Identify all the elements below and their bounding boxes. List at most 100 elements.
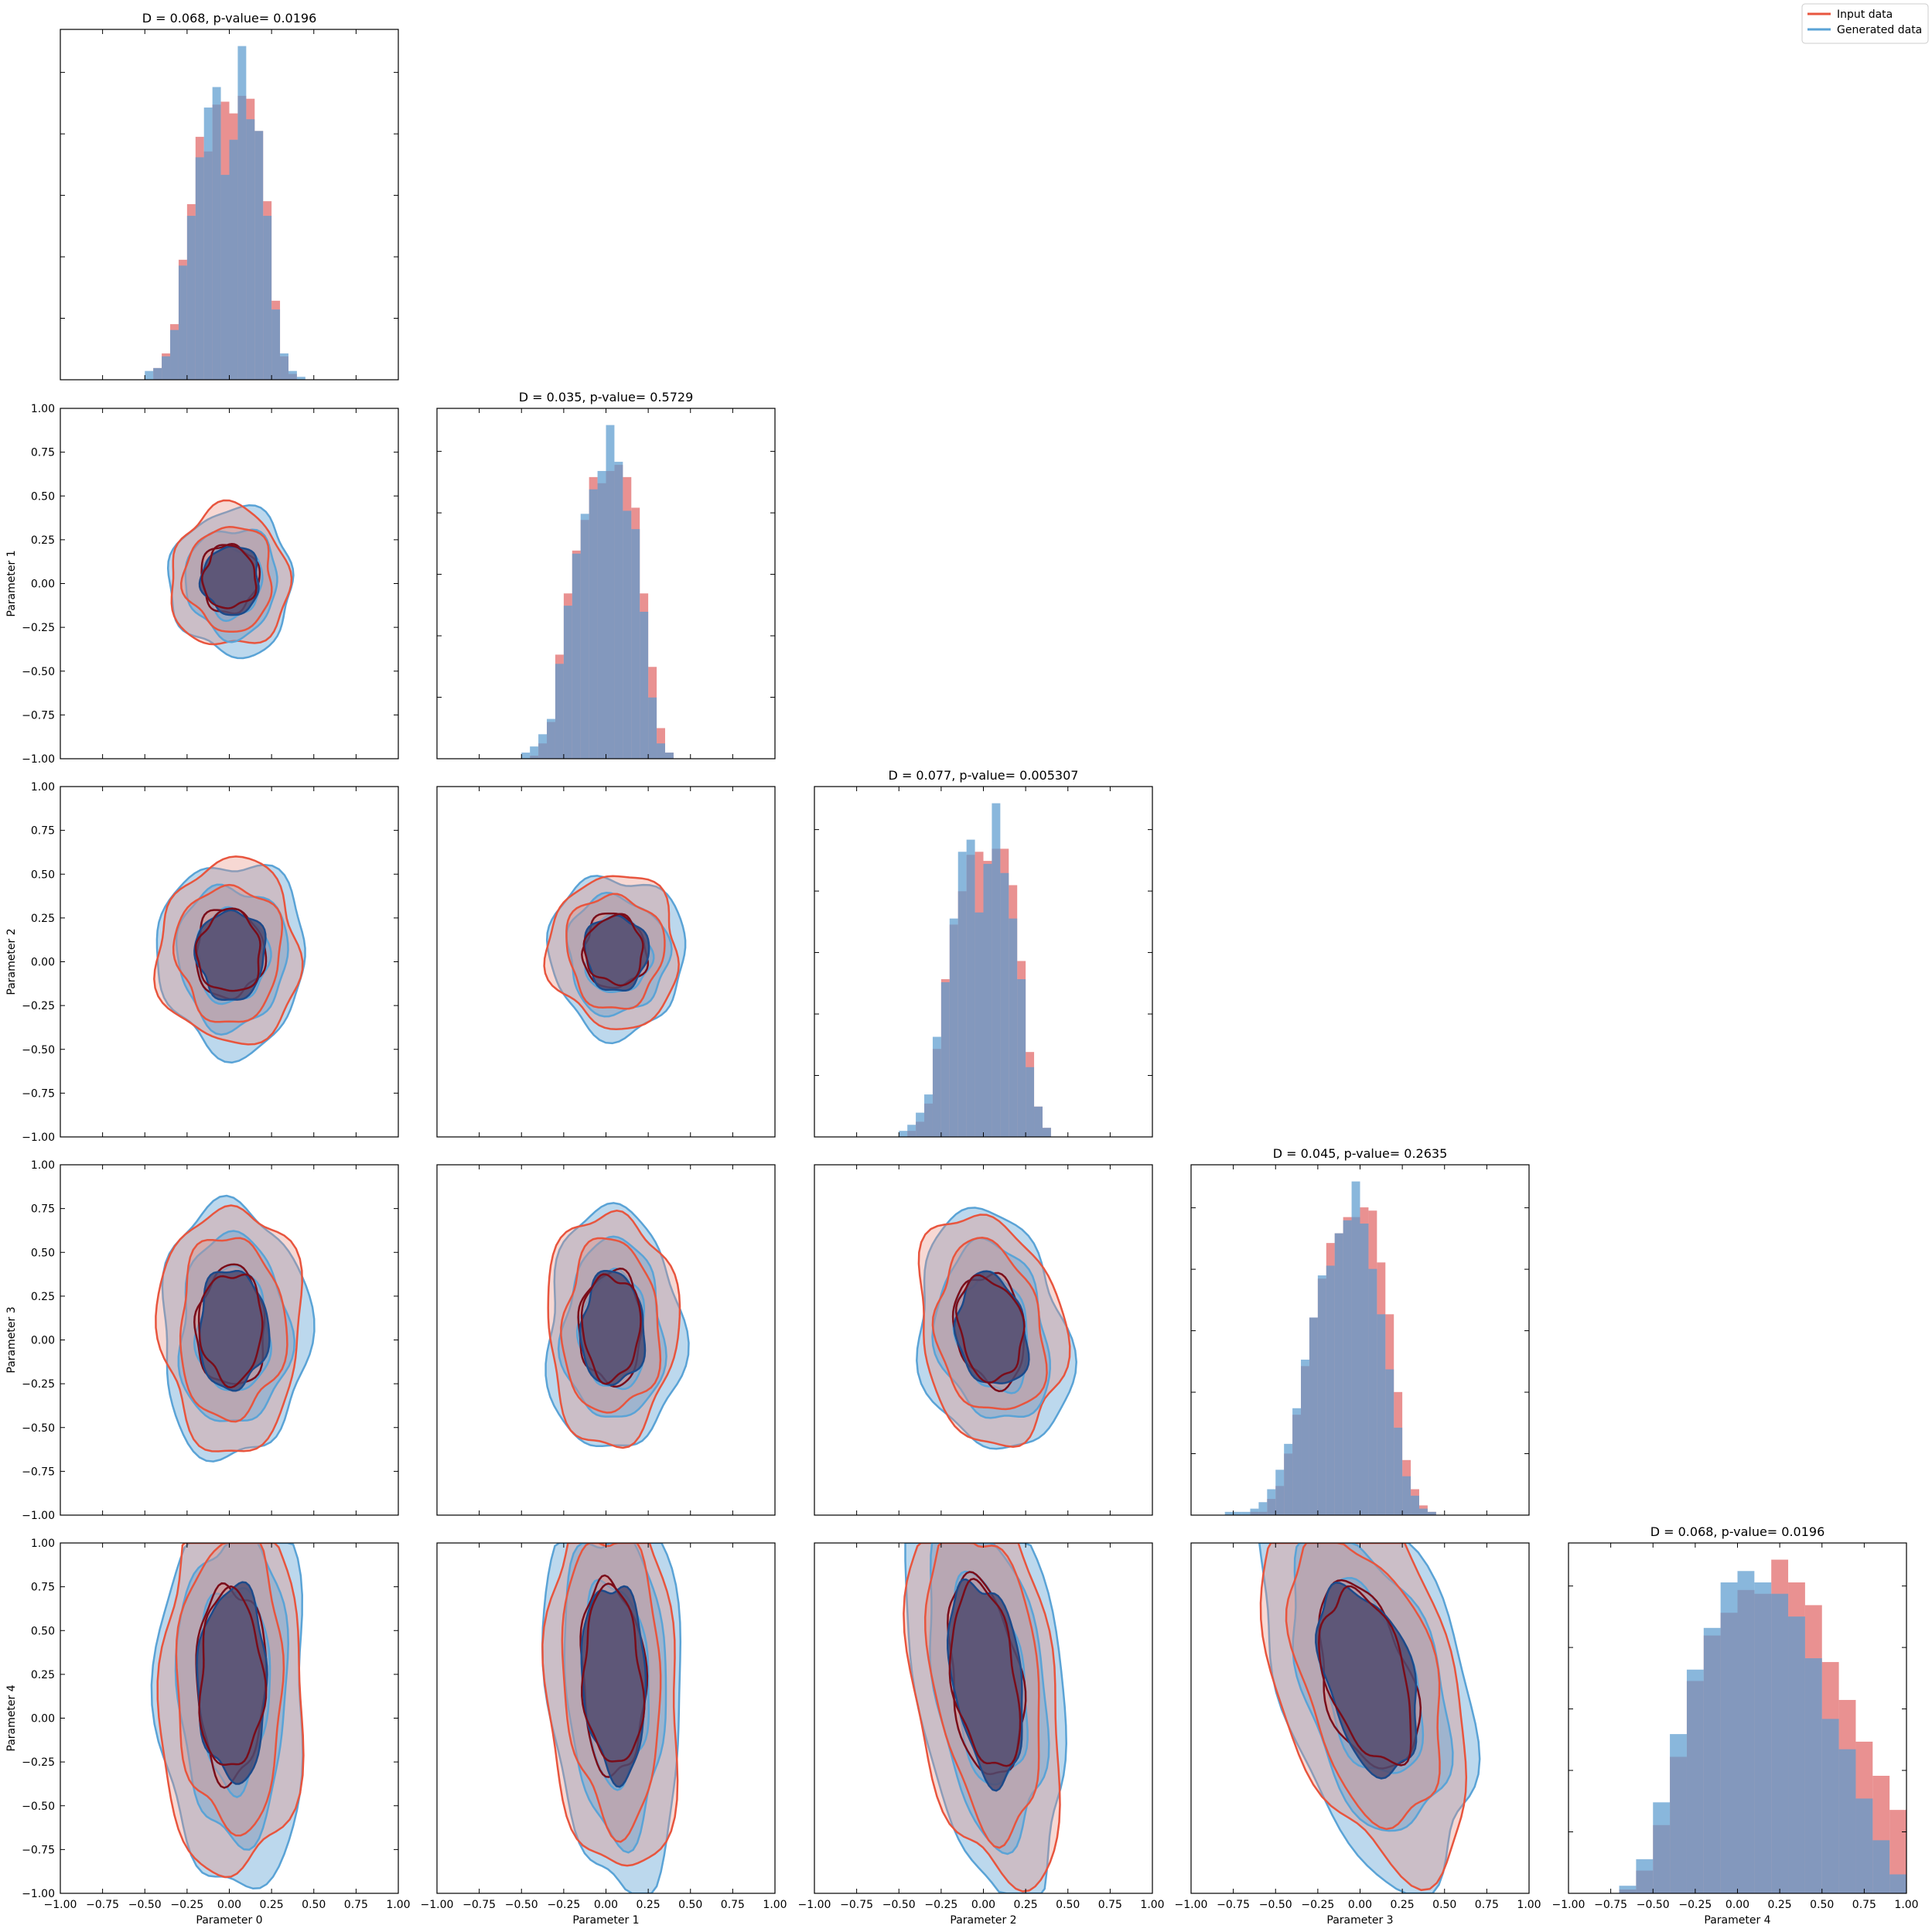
ticks: −1.00 −0.75 −0.50 −0.25 0.00 0.25 0.50 0.75 1.00 (798, 1543, 1165, 1911)
panel-title: D = 0.045, p-value= 0.2635 (1273, 1146, 1448, 1161)
x-axis-label: Parameter 0 (196, 1914, 262, 1927)
generated-histogram-bar (1427, 1511, 1436, 1515)
x-tick-label: −0.25 (924, 1899, 957, 1911)
y-tick-label: −0.25 (22, 1378, 55, 1391)
x-tick-label: 0.75 (1852, 1899, 1876, 1911)
generated-histogram-bar (631, 529, 640, 759)
generated-histogram-bar (992, 803, 1001, 1137)
generated-histogram-bar (220, 175, 230, 381)
panel-title: D = 0.077, p-value= 0.005307 (889, 768, 1079, 783)
x-tick-label: 0.25 (637, 1899, 660, 1911)
x-tick-label: −0.25 (1678, 1899, 1712, 1911)
x-tick-label: −0.75 (86, 1899, 119, 1911)
generated-histogram-bar (1889, 1874, 1906, 1893)
panel-title: D = 0.068, p-value= 0.0196 (1650, 1524, 1825, 1539)
ticks (436, 787, 776, 1137)
contour-layers (150, 1543, 305, 1890)
y-tick-label: 0.00 (31, 957, 55, 969)
y-axis-label: Parameter 2 (5, 928, 18, 995)
x-tick-label: −1.00 (44, 1899, 77, 1911)
contour-layers (916, 1207, 1077, 1450)
ticks (1190, 1165, 1530, 1515)
panel-title: D = 0.068, p-value= 0.0196 (142, 11, 317, 26)
y-tick-label: 0.50 (31, 1625, 55, 1637)
generated-histogram-bar (940, 981, 950, 1137)
x-tick-label: 0.25 (260, 1899, 284, 1911)
generated-histogram-bar (1670, 1734, 1687, 1893)
histogram-panel-4: −1.00 −0.75 −0.50 −0.25 0.00 0.25 0.50 0.75 1.00… (1552, 1524, 1919, 1911)
generated-histogram-bar (924, 1094, 933, 1137)
x-tick-label: −1.00 (798, 1899, 831, 1911)
contour-layers (1258, 1543, 1481, 1893)
generated-histogram-bar (1385, 1369, 1394, 1515)
generated-histogram-bar (1737, 1571, 1755, 1893)
generated-histogram-bar (1224, 1511, 1234, 1515)
generated-histogram-bar (1351, 1181, 1360, 1515)
generated-histogram-bar (1703, 1627, 1721, 1893)
x-tick-label: 0.75 (1475, 1899, 1499, 1911)
y-tick-label: 0.50 (31, 1247, 55, 1259)
x-tick-label: −0.75 (1217, 1899, 1250, 1911)
generated-histogram-bar (664, 753, 674, 759)
generated-histogram-bar (1653, 1802, 1671, 1893)
x-axis-label: Parameter 3 (1326, 1914, 1393, 1927)
generated-histogram-bar (1250, 1508, 1259, 1515)
y-tick-label: −0.75 (22, 1466, 55, 1478)
generated-histogram-bar (640, 612, 649, 759)
ticks (436, 408, 776, 759)
x-tick-label: 1.00 (1517, 1899, 1541, 1911)
x-tick-label: 0.50 (1432, 1899, 1456, 1911)
y-tick-label: 0.25 (31, 1669, 55, 1681)
generated-histogram-bar (1804, 1658, 1822, 1893)
x-tick-label: −0.50 (1259, 1899, 1292, 1911)
core-input-contour (948, 1577, 1022, 1767)
y-tick-label: −0.50 (22, 1044, 55, 1056)
generated-histogram-bar (555, 664, 564, 759)
generated-histogram-bar (521, 753, 531, 759)
contour-panel-3-2 (814, 1164, 1153, 1516)
generated-histogram-bar (145, 370, 154, 380)
histogram-panel-0: D = 0.068, p-value= 0.0196 (60, 11, 399, 381)
x-tick-label: 1.00 (386, 1899, 410, 1911)
core-input-contour (580, 1273, 642, 1385)
contour-layers (153, 855, 306, 1064)
generated-histogram-bar (1855, 1798, 1873, 1893)
x-tick-label: 0.00 (1348, 1899, 1372, 1911)
x-axis-label: Parameter 2 (950, 1914, 1016, 1927)
y-tick-label: 0.75 (31, 1582, 55, 1594)
y-tick-label: 0.25 (31, 913, 55, 925)
contour-panel-4-0: −1.00−1.00 −0.75 −0.75 −0.50 −0.50 −0.25 −0.25… (22, 1538, 410, 1911)
core-input-contour (194, 907, 261, 992)
ticks (814, 787, 1153, 1137)
y-tick-label: −0.75 (22, 1087, 55, 1100)
generated-histogram-bar (1720, 1582, 1738, 1893)
y-axis-label: Parameter 4 (5, 1685, 18, 1751)
generated-histogram-bar (597, 470, 606, 759)
generated-histogram-bar (957, 852, 967, 1137)
x-tick-label: −1.00 (1552, 1899, 1586, 1911)
x-tick-label: 0.00 (594, 1899, 618, 1911)
ticks (60, 29, 399, 380)
x-tick-label: 0.75 (1098, 1899, 1122, 1911)
core-input-contour (1318, 1585, 1412, 1766)
core-input-contour (582, 913, 644, 987)
contour-layers (155, 1194, 316, 1463)
core-contour (198, 545, 260, 616)
x-tick-label: −0.25 (547, 1899, 580, 1911)
generated-histogram-bar (572, 553, 581, 759)
ticks: −1.00 −0.75 −0.50 −0.25 0.00 0.25 0.50 0.75 1.00 (22, 781, 399, 1144)
x-tick-label: −0.25 (1301, 1899, 1334, 1911)
generated-histogram-bar (1838, 1749, 1856, 1893)
x-tick-label: −0.50 (1637, 1899, 1670, 1911)
histogram-panel-3: D = 0.045, p-value= 0.2635 (1190, 1146, 1530, 1516)
generated-histogram-bar (1026, 1067, 1035, 1137)
generated-histogram-bar (648, 697, 657, 759)
core-input-contour (200, 544, 258, 609)
generated-histogram-bar (186, 216, 196, 380)
generated-histogram-bar (1017, 979, 1026, 1137)
contour-panel-2-0: −1.00 −0.75 −0.50 −0.25 0.00 0.25 0.50 0.75 1.00 (22, 781, 399, 1144)
y-tick-label: 0.50 (31, 490, 55, 503)
generated-histogram-bar (1000, 872, 1009, 1137)
y-axis-label: Parameter 1 (5, 550, 18, 616)
